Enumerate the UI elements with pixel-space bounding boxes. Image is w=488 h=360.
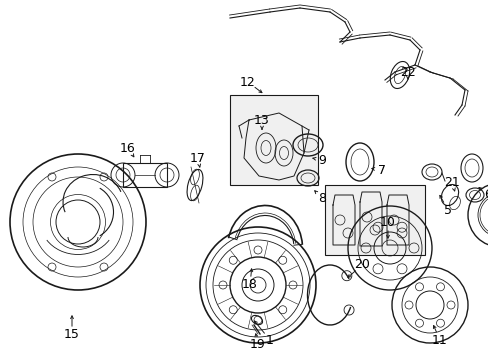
Text: 12: 12	[240, 76, 255, 89]
Bar	[229, 95, 317, 185]
Text: 5: 5	[443, 203, 451, 216]
Text: 18: 18	[242, 279, 257, 292]
Text: 22: 22	[399, 66, 415, 78]
Bar	[325, 185, 424, 255]
Text: 20: 20	[353, 258, 369, 271]
Text: 9: 9	[317, 153, 325, 166]
Text: 19: 19	[250, 338, 265, 351]
Text: 16: 16	[120, 141, 136, 154]
Text: 6: 6	[483, 189, 488, 202]
Text: 11: 11	[431, 333, 447, 346]
Text: 1: 1	[265, 333, 273, 346]
Text: 21: 21	[443, 175, 459, 189]
Text: 17: 17	[190, 152, 205, 165]
Bar	[123, 163, 167, 187]
Text: 10: 10	[379, 216, 395, 229]
Text: 13: 13	[254, 113, 269, 126]
Text: 7: 7	[377, 163, 385, 176]
Text: 8: 8	[317, 192, 325, 204]
Text: 15: 15	[64, 328, 80, 342]
